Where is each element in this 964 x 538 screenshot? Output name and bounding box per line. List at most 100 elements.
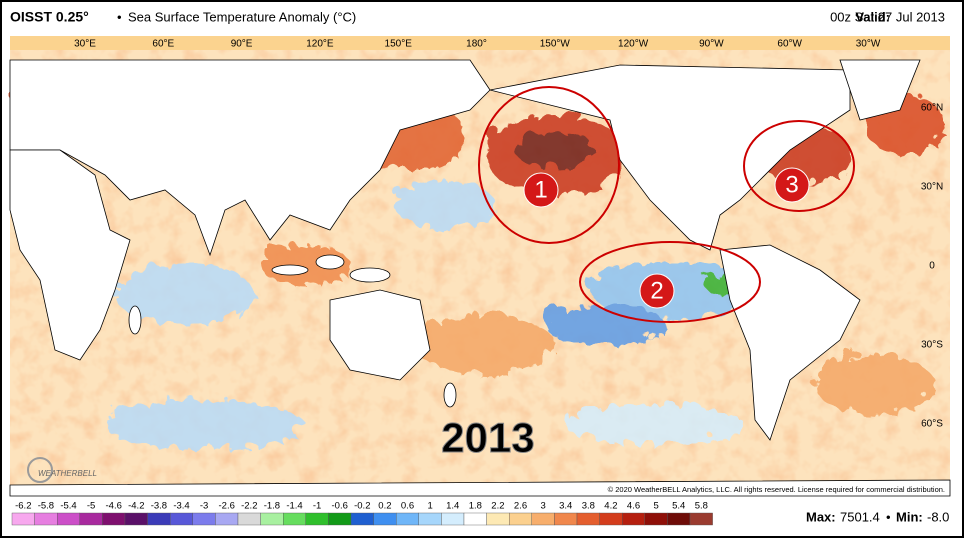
legend-swatch bbox=[554, 512, 578, 526]
legend-swatch bbox=[34, 512, 58, 526]
map: 1 2 3 2013 WEATHERBELL © 2020 WeatherBEL… bbox=[5, 36, 951, 497]
legend-swatch bbox=[373, 512, 397, 526]
longitude-label: 120°W bbox=[618, 39, 649, 50]
legend-label: -4.2 bbox=[128, 501, 144, 512]
legend-swatch bbox=[169, 512, 193, 526]
longitude-label: 90°E bbox=[231, 39, 253, 50]
footer-separator: • bbox=[886, 509, 891, 524]
min-label: Min: bbox=[896, 509, 923, 524]
longitude-label: 150°W bbox=[540, 39, 571, 50]
logo-icon bbox=[27, 457, 53, 483]
legend-label: -5 bbox=[87, 501, 95, 512]
legend-swatch bbox=[599, 512, 623, 526]
longitude-label: 180° bbox=[466, 39, 487, 50]
markers: 1 2 3 bbox=[523, 167, 810, 309]
legend-label: 5.8 bbox=[695, 501, 708, 512]
longitude-labels: 30°E 60°E 90°E 120°E 150°E 180° 150°W 120°W 90°W… bbox=[74, 39, 881, 50]
longitude-label: 30°E bbox=[74, 39, 96, 50]
annotation: 1 bbox=[534, 176, 547, 203]
legend-label: 2.6 bbox=[514, 501, 527, 512]
valid-label: Valid: bbox=[855, 9, 890, 24]
legend-swatch bbox=[441, 512, 465, 526]
legend-swatch bbox=[509, 512, 533, 526]
legend-swatch bbox=[124, 512, 148, 526]
latitude-labels: 60°N 30°N 0 30°S 60°S bbox=[921, 103, 943, 430]
legend-swatch bbox=[486, 512, 510, 526]
legend-swatch bbox=[576, 512, 600, 526]
legend-swatch bbox=[531, 512, 555, 526]
legend-swatch bbox=[305, 512, 329, 526]
longitude-label: 150°E bbox=[385, 39, 413, 50]
legend-label: -4.6 bbox=[106, 501, 122, 512]
land bbox=[9, 59, 951, 497]
legend-label: 2.2 bbox=[491, 501, 504, 512]
longitude-label: 120°E bbox=[306, 39, 334, 50]
legend-swatch bbox=[328, 512, 352, 526]
separator: • bbox=[117, 9, 122, 24]
legend-label: 3 bbox=[540, 501, 545, 512]
legend-swatch bbox=[667, 512, 691, 526]
min-value: -8.0 bbox=[927, 509, 949, 524]
latitude-label: 30°N bbox=[921, 182, 943, 193]
legend-label: 1.4 bbox=[446, 501, 459, 512]
max-value: 7501.4 bbox=[840, 509, 880, 524]
subtitle: Sea Surface Temperature Anomaly (°C) bbox=[128, 9, 356, 24]
legend-label: -5.4 bbox=[60, 501, 76, 512]
legend-swatch bbox=[463, 512, 487, 526]
legend-swatch bbox=[350, 512, 374, 526]
legend-swatch bbox=[260, 512, 284, 526]
annotation: 3 bbox=[785, 171, 798, 198]
legend-swatch bbox=[147, 512, 171, 526]
legend-label: 4.6 bbox=[627, 501, 640, 512]
legend-label: -3.4 bbox=[173, 501, 189, 512]
legend-label: -0.2 bbox=[354, 501, 370, 512]
legend-label: -2.6 bbox=[219, 501, 235, 512]
annotation: 2 bbox=[650, 277, 663, 304]
legend-swatch bbox=[192, 512, 216, 526]
latitude-label: 0 bbox=[929, 261, 935, 272]
legend-swatch bbox=[396, 512, 420, 526]
legend-label: -1.8 bbox=[264, 501, 280, 512]
legend-label: -1 bbox=[313, 501, 321, 512]
legend: -6.2 -5.8 -5.4 -5 -4.6 -4.2 -3.8 -3.4 -3 -2.6 -2.2… bbox=[11, 501, 713, 526]
legend-label: 1 bbox=[427, 501, 432, 512]
legend-swatch bbox=[689, 512, 713, 526]
legend-swatch bbox=[11, 512, 35, 526]
legend-swatch bbox=[215, 512, 239, 526]
year: 2013 bbox=[441, 414, 534, 461]
legend-swatch bbox=[283, 512, 307, 526]
latitude-label: 30°S bbox=[921, 340, 943, 351]
latitude-label: 60°S bbox=[921, 419, 943, 430]
legend-label: 5.4 bbox=[672, 501, 685, 512]
legend-label: 3.4 bbox=[559, 501, 572, 512]
latitude-label: 60°N bbox=[921, 103, 943, 114]
logo: WEATHERBELL bbox=[38, 469, 97, 478]
legend-label: 1.8 bbox=[469, 501, 482, 512]
legend-label: -5.8 bbox=[38, 501, 54, 512]
legend-label: -2.2 bbox=[241, 501, 257, 512]
label-band bbox=[10, 36, 950, 50]
title: OISST 0.25° bbox=[10, 9, 89, 25]
legend-label: -1.4 bbox=[286, 501, 302, 512]
max-label: Max: bbox=[806, 509, 836, 524]
legend-swatch bbox=[622, 512, 646, 526]
legend-swatch bbox=[418, 512, 442, 526]
legend-swatch bbox=[237, 512, 261, 526]
copyright: © 2020 WeatherBELL Analytics, LLC. All r… bbox=[608, 485, 945, 494]
longitude-label: 90°W bbox=[699, 39, 724, 50]
legend-label: 0.2 bbox=[378, 501, 391, 512]
legend-label: 5 bbox=[653, 501, 658, 512]
legend-label: -6.2 bbox=[15, 501, 31, 512]
legend-swatch bbox=[644, 512, 668, 526]
legend-swatch bbox=[57, 512, 81, 526]
circles bbox=[478, 86, 855, 323]
legend-label: 4.2 bbox=[604, 501, 617, 512]
longitude-label: 60°W bbox=[777, 39, 802, 50]
legend-label: -3 bbox=[200, 501, 208, 512]
longitude-label: 30°W bbox=[856, 39, 881, 50]
longitude-label: 60°E bbox=[152, 39, 174, 50]
legend-swatch bbox=[79, 512, 103, 526]
legend-label: -3.8 bbox=[151, 501, 167, 512]
